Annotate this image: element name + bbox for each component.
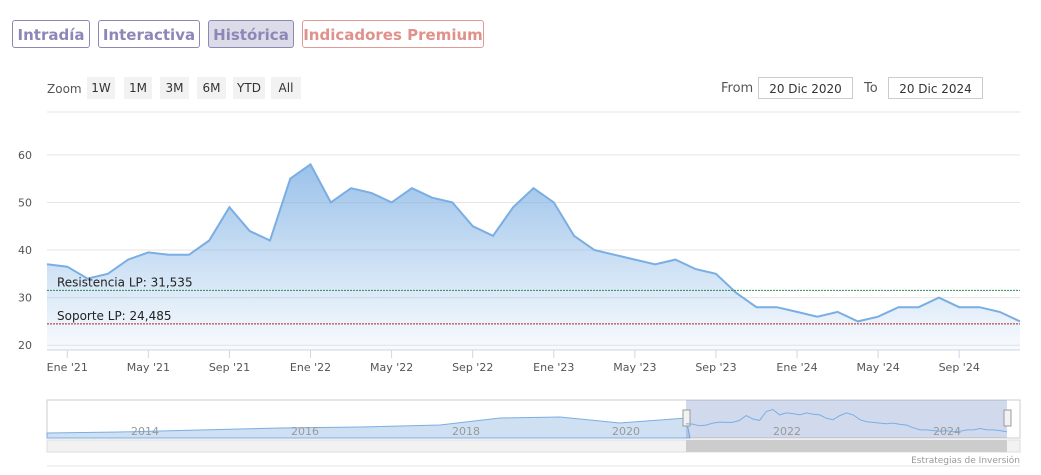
tab[interactable]: Intradía bbox=[12, 20, 90, 48]
x-tick-label: Ene '21 bbox=[47, 361, 88, 374]
zoom-button[interactable]: YTD bbox=[233, 77, 265, 99]
x-tick-label: Sep '21 bbox=[209, 361, 250, 374]
y-tick-label: 50 bbox=[18, 196, 32, 209]
plot-line-label: Soporte LP: 24,485 bbox=[57, 309, 172, 323]
navigator-history bbox=[46, 416, 691, 439]
from-input[interactable]: 20 Dic 2020 bbox=[758, 77, 853, 99]
tab[interactable]: Indicadores Premium bbox=[302, 20, 484, 48]
x-tick-label: Sep '22 bbox=[452, 361, 493, 374]
x-tick-label: May '23 bbox=[613, 361, 656, 374]
x-tick-label: Ene '23 bbox=[533, 361, 574, 374]
navigator-handle[interactable] bbox=[682, 409, 691, 427]
navigator-label: 2020 bbox=[612, 425, 640, 438]
navigator-label: 2024 bbox=[933, 425, 961, 438]
y-tick-label: 20 bbox=[18, 339, 32, 352]
scrollbar-thumb[interactable] bbox=[686, 440, 1007, 452]
tab[interactable]: Interactiva bbox=[98, 20, 200, 48]
area-line bbox=[46, 162, 1021, 323]
navigator-label: 2016 bbox=[291, 425, 319, 438]
navigator-label: 2014 bbox=[131, 425, 159, 438]
zoom-button[interactable]: 3M bbox=[160, 77, 189, 99]
navigator-label: 2018 bbox=[452, 425, 480, 438]
y-tick-label: 60 bbox=[18, 149, 32, 162]
tab[interactable]: Histórica bbox=[208, 20, 294, 48]
x-tick-label: May '22 bbox=[370, 361, 413, 374]
from-label: From bbox=[721, 81, 754, 96]
area-fill bbox=[47, 164, 1020, 350]
navigator-line bbox=[685, 408, 1008, 433]
zoom-button[interactable]: All bbox=[271, 77, 301, 99]
x-tick-label: Ene '24 bbox=[776, 361, 817, 374]
x-tick-label: May '24 bbox=[856, 361, 899, 374]
zoom-button[interactable]: 1M bbox=[124, 77, 152, 99]
to-label: To bbox=[864, 81, 878, 96]
x-tick-label: Ene '22 bbox=[290, 361, 331, 374]
plot-line-label: Resistencia LP: 31,535 bbox=[57, 275, 193, 289]
x-tick-label: May '21 bbox=[127, 361, 170, 374]
y-tick-label: 30 bbox=[18, 292, 32, 305]
zoom-label: Zoom bbox=[47, 82, 82, 96]
navigator-label: 2022 bbox=[773, 425, 801, 438]
x-tick-label: Sep '24 bbox=[939, 361, 980, 374]
to-input[interactable]: 20 Dic 2024 bbox=[888, 77, 983, 99]
x-tick-label: Sep '23 bbox=[695, 361, 736, 374]
y-tick-label: 40 bbox=[18, 244, 32, 257]
zoom-button[interactable]: 6M bbox=[197, 77, 226, 99]
credit: Estrategias de Inversión bbox=[911, 455, 1020, 466]
navigator-handle[interactable] bbox=[1003, 409, 1012, 427]
zoom-button[interactable]: 1W bbox=[87, 77, 115, 99]
